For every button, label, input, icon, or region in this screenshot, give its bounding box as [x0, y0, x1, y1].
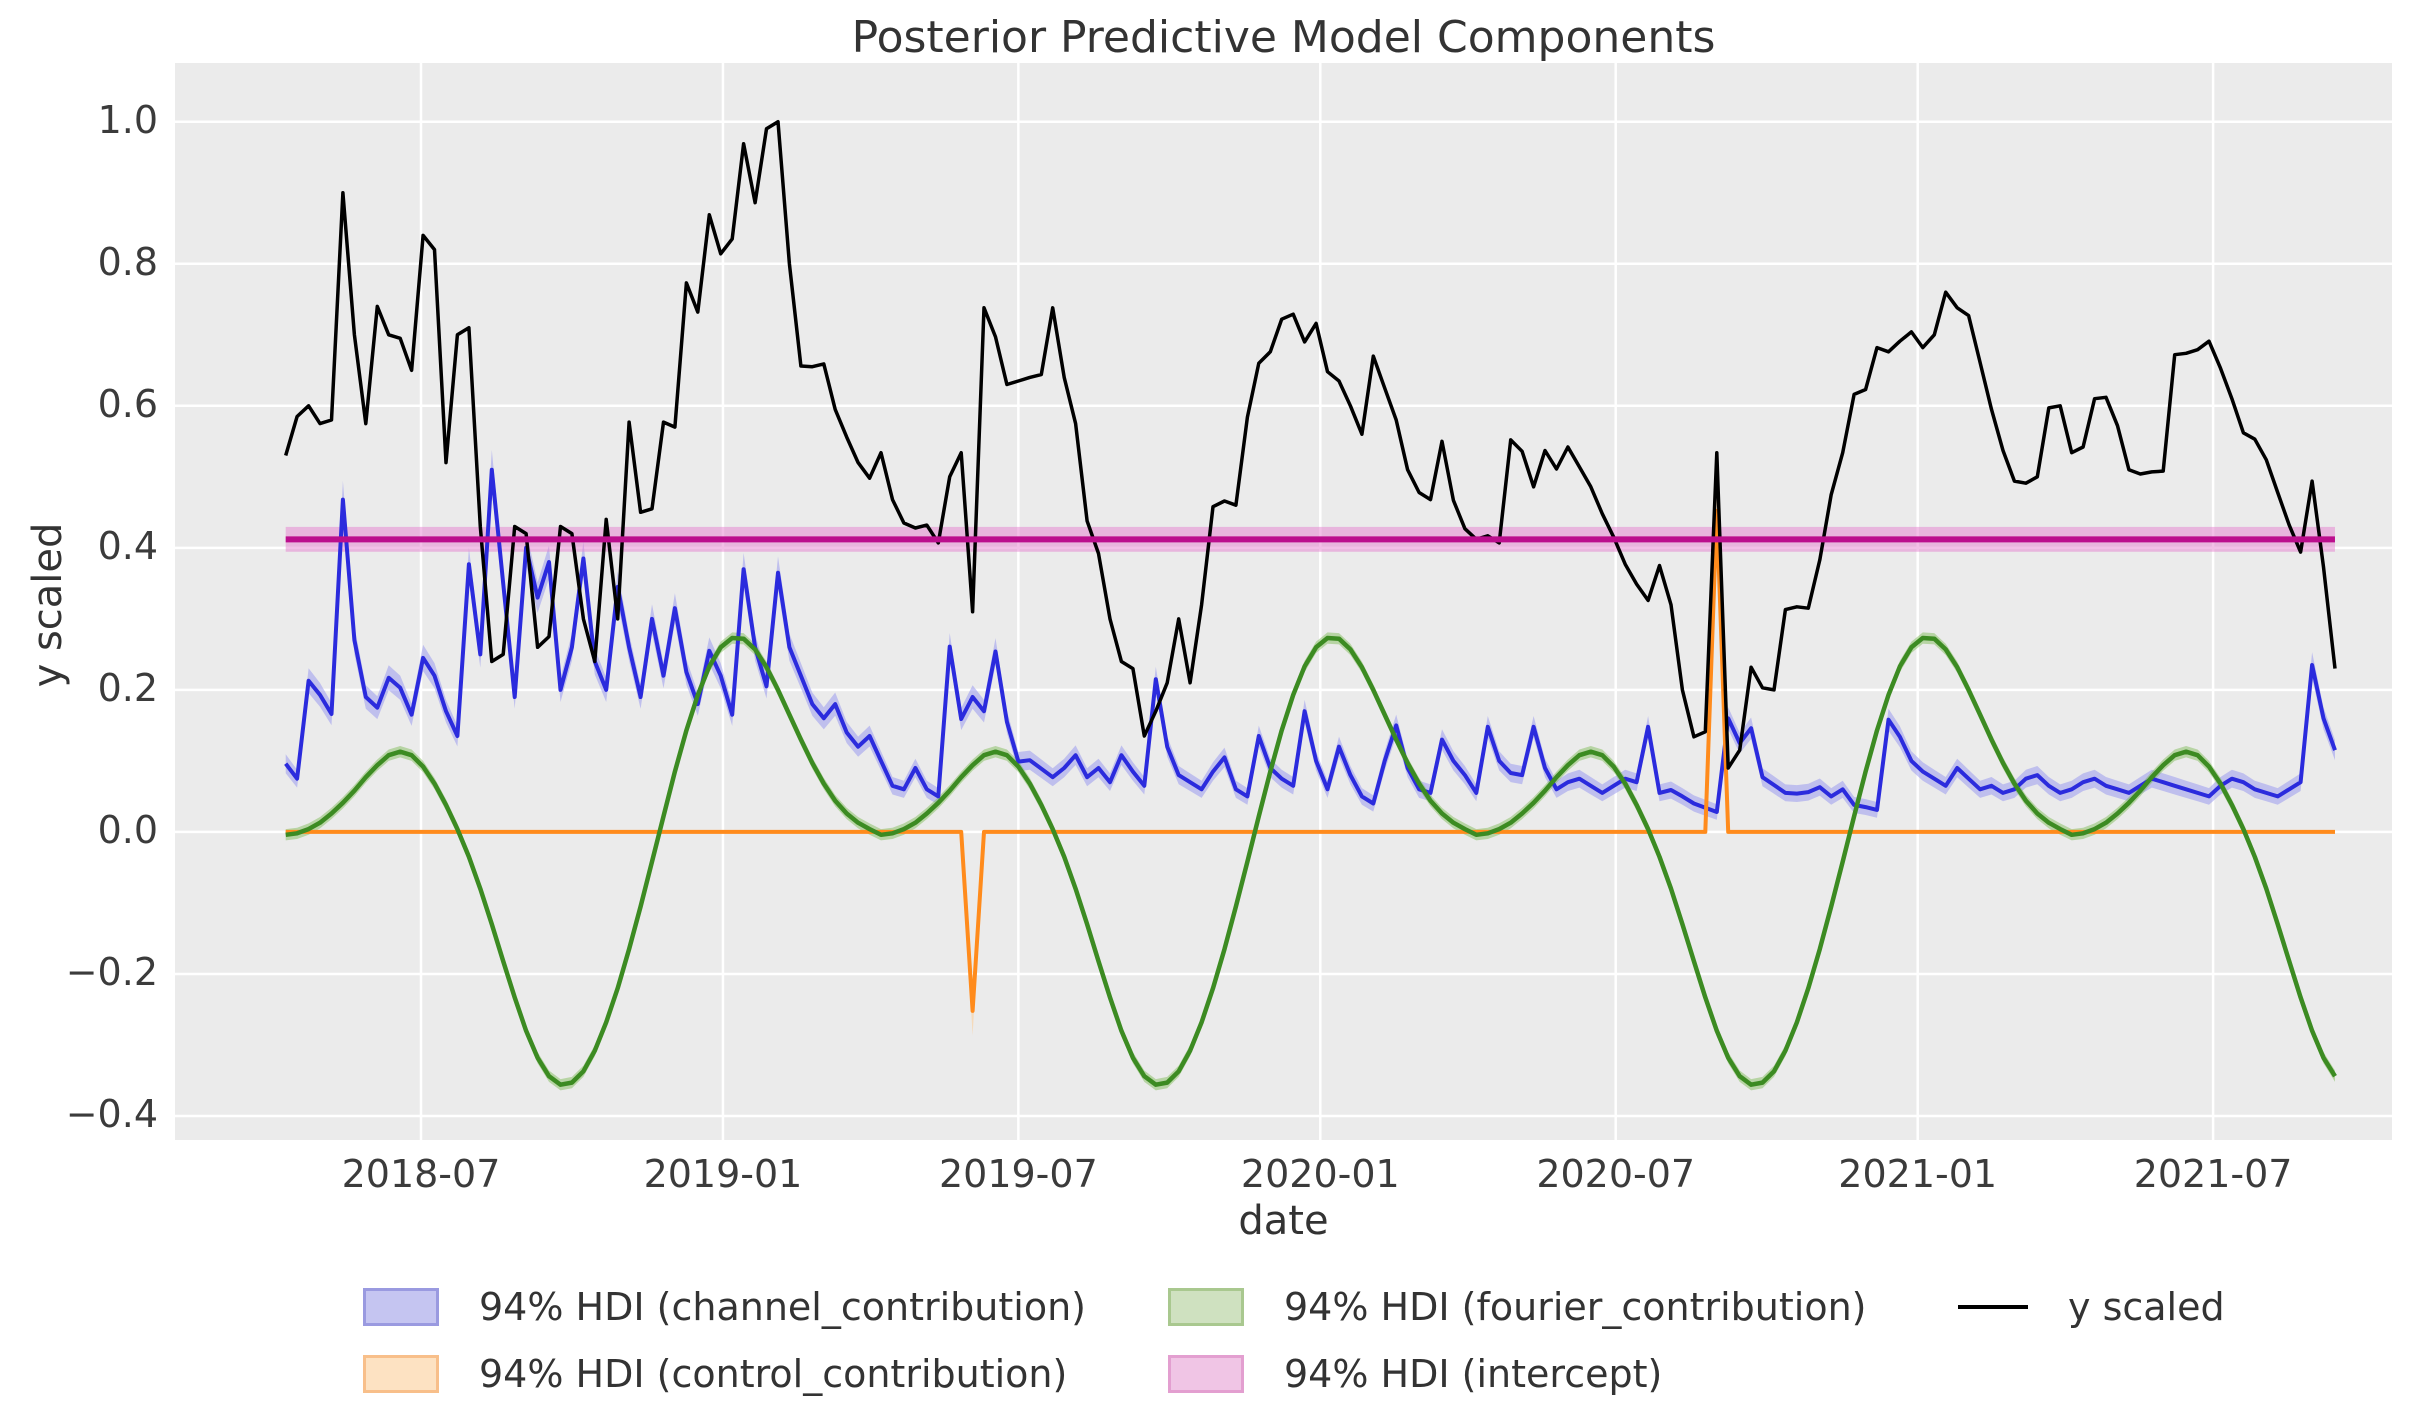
chart-title: Posterior Predictive Model Components: [851, 12, 1716, 63]
legend-swatch-icon: [363, 1355, 439, 1393]
y-tick-label: 1.0: [97, 97, 158, 142]
x-tick-label: 2021-01: [1838, 1152, 1998, 1196]
legend-label: 94% HDI (control_contribution): [479, 1352, 1068, 1396]
legend-swatch-icon: [1168, 1288, 1244, 1326]
line-fourier_contribution: [285, 635, 2337, 1087]
y-tick-label: 0.0: [97, 807, 158, 852]
y-tick-label: 0.6: [97, 381, 158, 426]
legend-swatch-icon: [1168, 1355, 1244, 1393]
legend-label: 94% HDI (channel_contribution): [479, 1285, 1086, 1329]
y-tick-label: 0.2: [97, 665, 158, 710]
line-y-scaled: [284, 119, 2337, 770]
x-tick-label: 2019-07: [938, 1152, 1098, 1196]
axes-background: [175, 63, 2392, 1140]
legend-line-icon: [1958, 1305, 2028, 1309]
x-tick-label: 2020-07: [1536, 1152, 1696, 1196]
y-tick-label: 0.4: [97, 523, 158, 568]
line-channel_contribution: [284, 467, 2337, 814]
x-tick-label: 2020-01: [1240, 1152, 1400, 1196]
legend-label: y scaled: [2068, 1285, 2225, 1329]
x-tick-label: 2021-07: [2133, 1152, 2293, 1196]
legend-item: 94% HDI (control_contribution): [363, 1352, 1067, 1396]
legend-item: 94% HDI (channel_contribution): [363, 1285, 1086, 1329]
line-control_contribution: [285, 508, 2335, 1013]
y-tick-label: −0.4: [65, 1091, 158, 1136]
legend-label: 94% HDI (fourier_contribution): [1284, 1285, 1867, 1329]
legend-label: 94% HDI (intercept): [1284, 1352, 1663, 1396]
x-tick-label: 2018-07: [341, 1152, 501, 1196]
legend-item: 94% HDI (intercept): [1168, 1352, 1662, 1396]
legend-item: 94% HDI (fourier_contribution): [1168, 1285, 1867, 1329]
y-tick-label: 0.8: [97, 239, 158, 284]
legend-item: y scaled: [1958, 1285, 2225, 1329]
x-axis-label: date: [1238, 1198, 1329, 1244]
y-tick-label: −0.2: [65, 949, 158, 994]
legend-swatch-icon: [363, 1288, 439, 1326]
x-tick-label: 2019-01: [643, 1152, 803, 1196]
